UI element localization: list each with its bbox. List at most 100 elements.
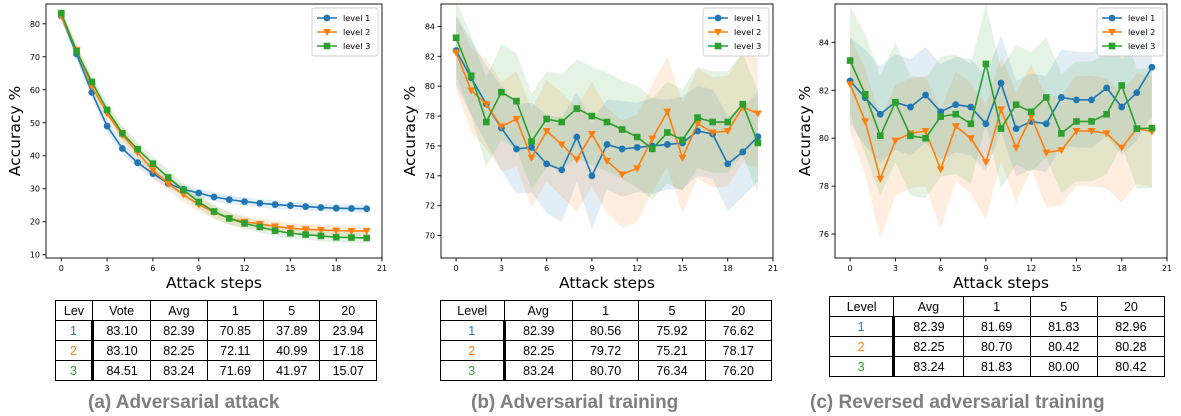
data-point xyxy=(663,108,672,116)
data-point xyxy=(134,145,141,153)
data-point xyxy=(467,72,475,80)
series-markers-level-2 xyxy=(846,81,1156,183)
data-point xyxy=(678,154,687,162)
y-tick-label: 76 xyxy=(819,230,829,239)
table-header-cell: Avg xyxy=(150,300,208,321)
data-point xyxy=(301,226,310,234)
data-point xyxy=(861,91,869,98)
legend-label-level-3: level 3 xyxy=(734,41,761,51)
series-markers-level-3 xyxy=(57,9,371,242)
data-point xyxy=(997,106,1005,114)
data-point xyxy=(528,138,535,145)
table-header-cell: 1 xyxy=(962,296,1031,317)
data-point xyxy=(876,132,884,140)
x-tick-label: 15 xyxy=(285,264,295,273)
table-cell: 81.83 xyxy=(1029,316,1098,337)
table-cell: 83.10 xyxy=(91,320,152,341)
data-point xyxy=(557,141,566,149)
data-point xyxy=(1027,113,1036,121)
table-header-cell: 5 xyxy=(263,300,321,321)
data-point xyxy=(452,49,461,57)
table-cell: 80.70 xyxy=(571,360,640,381)
data-point xyxy=(587,130,596,138)
data-point xyxy=(966,135,975,143)
data-point xyxy=(363,234,371,242)
data-point xyxy=(648,145,656,153)
table-cell: 80.56 xyxy=(571,320,640,341)
legend: level 1 level 2 level 3 xyxy=(311,7,379,57)
data-point xyxy=(467,87,476,95)
table-cell: 78.17 xyxy=(704,340,773,361)
data-point xyxy=(347,227,356,235)
data-point xyxy=(892,98,899,106)
data-point xyxy=(317,232,325,240)
x-tick-label: 3 xyxy=(893,264,898,273)
legend: level 1 level 2 level 3 xyxy=(702,7,770,57)
data-point xyxy=(332,204,340,212)
table-cell: 83.24 xyxy=(150,360,208,381)
data-point xyxy=(528,144,535,151)
data-point xyxy=(618,171,627,179)
data-point xyxy=(1133,89,1141,97)
legend-label-level-1: level 1 xyxy=(343,13,370,23)
table-cell: 71.69 xyxy=(206,360,265,381)
legend-marker-level-1 xyxy=(323,14,331,22)
data-point xyxy=(846,81,855,89)
table-row: 3 83.24 81.83 80.00 80.42 xyxy=(828,356,1166,377)
data-point xyxy=(982,60,990,68)
data-point xyxy=(694,114,701,121)
data-point xyxy=(302,203,310,210)
table-header-cell: Level xyxy=(440,300,505,321)
table-header-cell: 5 xyxy=(1029,296,1098,317)
plot-frame xyxy=(45,3,383,259)
x-tick-label: 9 xyxy=(589,264,594,273)
data-point xyxy=(664,129,671,136)
table-cell: 40.99 xyxy=(263,340,321,361)
data-point xyxy=(648,135,657,143)
data-point xyxy=(103,106,111,114)
y-tick-label: 80 xyxy=(819,134,829,143)
data-point xyxy=(57,9,65,17)
data-point xyxy=(922,91,929,99)
data-point xyxy=(907,132,914,140)
table-cell: 82.39 xyxy=(503,320,573,341)
x-tick-label: 0 xyxy=(848,264,853,273)
table-level-cell: 1 xyxy=(828,316,896,337)
y-tick-label: 78 xyxy=(425,112,435,121)
table-cell: 76.62 xyxy=(704,320,773,341)
y-tick-label: 72 xyxy=(425,202,435,211)
data-point xyxy=(513,97,520,105)
data-point xyxy=(195,189,203,197)
legend-marker-level-1 xyxy=(714,14,722,22)
data-point xyxy=(1088,118,1095,125)
data-point xyxy=(348,205,355,212)
data-point xyxy=(286,225,295,233)
table-row: 2 82.25 80.70 80.42 80.28 xyxy=(828,336,1166,357)
y-axis-label: Accuracy % xyxy=(6,86,24,176)
data-point xyxy=(180,186,187,194)
data-point xyxy=(287,229,294,237)
x-tick-label: 18 xyxy=(331,264,341,273)
data-point xyxy=(241,198,248,205)
x-tick-label: 21 xyxy=(768,264,778,273)
x-tick-label: 6 xyxy=(938,264,943,273)
data-point xyxy=(1012,101,1020,108)
data-point xyxy=(543,160,551,168)
table-cell: 80.00 xyxy=(1029,356,1098,377)
data-point xyxy=(1058,130,1065,137)
table-cell: 41.97 xyxy=(263,360,321,381)
table-cell: 82.25 xyxy=(893,336,964,357)
table-cell: 15.07 xyxy=(319,360,377,381)
table-c: Level Avg 1 5 20 1 82.39 81.69 81.83 82.96 2 82.25 8… xyxy=(828,296,1166,377)
data-point xyxy=(633,133,641,141)
chart-b: 0 3 6 9 12 15 18 21 70 72 74 76 78 80 82 84 Attack steps… xyxy=(401,0,778,292)
data-point xyxy=(967,120,975,128)
data-point xyxy=(210,193,218,201)
table-cell: 84.51 xyxy=(91,360,152,381)
data-point xyxy=(271,201,279,208)
data-point xyxy=(148,167,157,175)
y-tick-label: 40 xyxy=(30,152,40,161)
x-tick-label: 3 xyxy=(499,264,504,273)
data-point xyxy=(1117,144,1126,152)
data-point xyxy=(119,130,126,137)
